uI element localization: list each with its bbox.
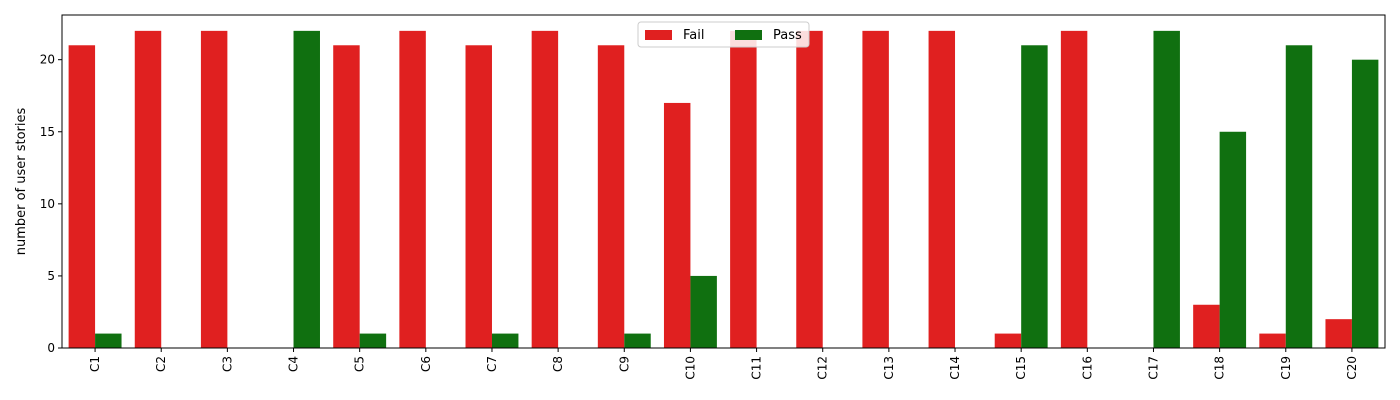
x-tick-label: C8 [551,356,565,372]
y-tick-label: 20 [40,53,55,67]
y-axis-label: number of user stories [14,107,29,255]
y-axis: 0 5 10 15 20 [40,53,62,355]
bar-pass-c20 [1351,59,1379,348]
bar-fail-c6 [399,30,426,348]
x-tick-label: C20 [1345,356,1359,380]
legend-swatch-pass [735,30,762,40]
x-axis: C1 C2 C3 C4 C5 C6 C7 C8 C9 C10 C11 C12 C13 C14 C15 C16 C… [88,348,1359,380]
plot-frame [61,14,1386,349]
x-tick-label: C1 [88,356,102,372]
bar-fail-c2 [134,30,162,348]
bar-fail-c16 [1060,30,1088,348]
x-tick-label: C7 [485,356,499,372]
x-tick-label: C13 [882,356,896,380]
legend-label-pass: Pass [773,28,802,43]
legend-box [637,21,810,48]
bar-fail-c14 [928,30,956,348]
bar-fail-c12 [796,30,823,348]
bar-fail-c9 [597,45,625,348]
x-tick-label: C9 [617,356,631,372]
bar-pass-c4 [293,30,320,348]
bar-fail-c8 [531,30,559,348]
x-tick-label: C19 [1279,356,1293,380]
legend-label-fail: Fail [683,28,704,43]
bar-fail-c13 [862,30,889,348]
x-tick-label: C16 [1080,356,1094,380]
bar-pass-c1 [95,333,122,348]
bar-fail-c15 [994,333,1022,348]
bar-fail-c18 [1193,304,1220,348]
bar-fail-c10 [663,102,691,349]
x-tick-label: C12 [816,356,830,380]
x-tick-label: C11 [750,356,764,380]
x-tick-label: C6 [419,356,433,372]
bar-fail-c3 [200,30,228,348]
x-tick-label: C17 [1146,356,1160,380]
y-tick-label: 5 [47,269,55,283]
y-tick-label: 10 [40,197,55,211]
x-tick-label: C18 [1213,356,1227,380]
bar-pass-c9 [624,333,651,348]
x-tick-label: C10 [683,356,697,380]
x-tick-label: C2 [154,356,168,372]
bar-pass-c7 [491,333,519,348]
bar-fail-c20 [1325,319,1352,348]
legend: Fail Pass [637,21,810,48]
legend-swatch-fail [645,30,672,40]
x-tick-label: C4 [287,356,301,372]
bar-pass-c17 [1153,30,1180,348]
bar-pass-c5 [359,333,387,348]
y-tick-label: 15 [40,125,55,139]
x-tick-label: C3 [220,356,234,372]
x-tick-label: C14 [948,356,962,380]
bar-fail-c11 [730,30,757,348]
x-tick-label: C5 [353,356,367,372]
bars-layer [68,30,1379,349]
bar-pass-c19 [1285,45,1313,348]
bar-fail-c1 [68,45,96,348]
x-tick-label: C15 [1014,356,1028,380]
bar-pass-c15 [1021,45,1048,348]
bar-fail-c5 [333,45,360,348]
bar-pass-c18 [1219,131,1247,348]
bar-fail-c7 [465,45,492,348]
bar-fail-c19 [1259,333,1286,348]
bar-pass-c10 [690,275,717,348]
y-tick-label: 0 [47,341,55,355]
